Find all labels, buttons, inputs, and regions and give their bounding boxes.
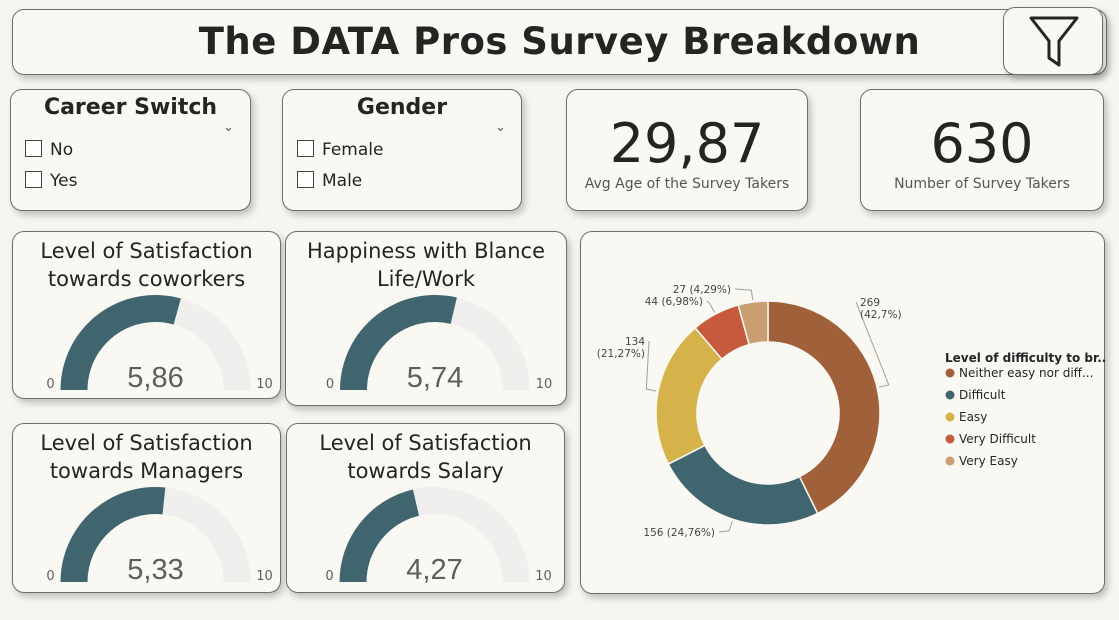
legend-title: Level of difficulty to br...: [945, 351, 1106, 365]
gauge-min-label: 0: [46, 569, 54, 584]
gauge-title-line: Level of Satisfaction: [319, 431, 532, 455]
slicer-option-female[interactable]: Female: [297, 140, 383, 160]
kpi-label: Number of Survey Takers: [894, 176, 1070, 192]
data-label: 27 (4,29%): [673, 284, 731, 296]
gauge-coworkers: Level of Satisfaction towards coworkers 5…: [12, 231, 281, 399]
gauge-title-line: Level of Satisfaction: [40, 431, 253, 455]
gauge-chart: 5,74 0 10: [326, 295, 553, 394]
leader-line: [734, 288, 754, 301]
difficulty-donut-card: 269 (42,7%) 156 (24,76%) 134 (21,27%) 44 (6,9…: [580, 231, 1106, 594]
kpi-value: 630: [930, 112, 1034, 175]
gauge-chart: 4,27 0 10: [325, 487, 552, 586]
legend-item[interactable]: Very Easy: [959, 454, 1018, 468]
legend-marker: [945, 390, 955, 400]
leader-line: [718, 521, 733, 533]
gauge-chart: 5,33 0 10: [46, 487, 273, 586]
gauge-value-arc: [60, 295, 181, 390]
checkbox[interactable]: [25, 171, 42, 188]
option-label: Male: [322, 171, 363, 191]
gauge-value-arc: [339, 489, 420, 582]
data-label-percent: (21,27%): [597, 348, 645, 360]
checkbox[interactable]: [25, 140, 42, 157]
slicer-option-no[interactable]: No: [25, 140, 73, 160]
donut-slice[interactable]: [767, 300, 881, 515]
data-label: 134 (21,27%): [597, 336, 646, 360]
title-bar: The DATA Pros Survey Breakdown: [12, 9, 1107, 75]
leader-line: [706, 300, 715, 313]
checkbox[interactable]: [297, 171, 314, 188]
slicer-option-male[interactable]: Male: [297, 171, 362, 191]
gauge-title: Level of Satisfaction towards Salary: [287, 429, 564, 485]
gauge-min-label: 0: [325, 569, 333, 584]
gauge-chart: 5,86 0 10: [46, 295, 273, 394]
gauge-min-label: 0: [326, 377, 334, 392]
gauge-title-line: Life/Work: [376, 267, 476, 291]
slicer-title: Gender: [356, 95, 448, 120]
gauge-max-label: 10: [535, 569, 552, 584]
gauge-title-line: Level of Satisfaction: [40, 239, 253, 263]
gauge-title: Level of Satisfaction towards coworkers: [13, 237, 280, 293]
kpi-label: Avg Age of the Survey Takers: [584, 176, 790, 192]
gauge-value-arc: [60, 487, 166, 582]
leader-line: [855, 301, 890, 388]
option-label: Female: [322, 140, 384, 160]
gauge-max-label: 10: [256, 569, 273, 584]
donut-slice[interactable]: [667, 444, 819, 526]
legend-item[interactable]: Easy: [959, 410, 987, 424]
option-label: Yes: [50, 171, 78, 191]
donut-chart: 269 (42,7%) 156 (24,76%) 134 (21,27%) 44 (6,9…: [597, 284, 1106, 539]
gauge-title-line: towards Managers: [49, 459, 244, 483]
data-label-value: 269: [860, 297, 880, 309]
gauge-salary: Level of Satisfaction towards Salary 4,27…: [286, 423, 565, 593]
survey-takers-card: 630 Number of Survey Takers: [860, 89, 1104, 211]
chevron-down-icon[interactable]: ⌄: [223, 120, 234, 135]
legend-item[interactable]: Very Difficult: [959, 432, 1036, 446]
leader-line: [645, 340, 657, 392]
data-label-percent: (42,7%): [860, 309, 902, 321]
data-label: 269 (42,7%): [860, 297, 902, 321]
data-label: 156 (24,76%): [643, 527, 715, 539]
data-label-value: 134: [625, 336, 645, 348]
avg-age-card: 29,87 Avg Age of the Survey Takers: [566, 89, 808, 211]
gauge-value-label: 5,33: [127, 554, 183, 586]
gauge-max-label: 10: [256, 377, 273, 392]
slicer-title: Career Switch: [43, 95, 218, 120]
gauge-title: Level of Satisfaction towards Managers: [13, 429, 280, 485]
kpi-value: 29,87: [609, 112, 765, 175]
filter-icon: [1029, 16, 1079, 67]
gauge-value-arc: [340, 295, 457, 390]
gauge-value-label: 4,27: [406, 554, 462, 586]
gauge-managers: Level of Satisfaction towards Managers 5,…: [12, 423, 281, 593]
gauge-value-label: 5,86: [127, 362, 183, 394]
gauge-title-line: Happiness with Blance: [306, 239, 546, 263]
gauge-life-work: Happiness with Blance Life/Work 5,74 0 10: [285, 231, 567, 406]
legend-marker: [945, 434, 955, 444]
legend-marker: [945, 412, 955, 422]
gauge-title: Happiness with Blance Life/Work: [286, 237, 566, 293]
slicer-option-yes[interactable]: Yes: [25, 171, 77, 191]
option-label: No: [50, 140, 74, 160]
gauge-max-label: 10: [536, 377, 553, 392]
legend-marker: [945, 456, 955, 466]
gauge-min-label: 0: [46, 377, 54, 392]
legend-item[interactable]: Difficult: [959, 388, 1006, 402]
legend-marker: [945, 368, 955, 378]
checkbox[interactable]: [297, 140, 314, 157]
gender-slicer: Gender ⌄ Female Male: [282, 89, 522, 211]
gauge-title-line: towards Salary: [347, 459, 504, 483]
career-switch-slicer: Career Switch ⌄ No Yes: [10, 89, 251, 211]
donut-slice[interactable]: [737, 300, 769, 346]
data-label: 44 (6,98%): [645, 296, 703, 308]
page-title: The DATA Pros Survey Breakdown: [198, 20, 921, 63]
chevron-down-icon[interactable]: ⌄: [495, 120, 506, 135]
filter-button[interactable]: [1003, 7, 1103, 75]
gauge-value-label: 5,74: [407, 362, 463, 394]
legend-item[interactable]: Neither easy nor diff...: [959, 366, 1093, 380]
gauge-title-line: towards coworkers: [47, 267, 246, 291]
